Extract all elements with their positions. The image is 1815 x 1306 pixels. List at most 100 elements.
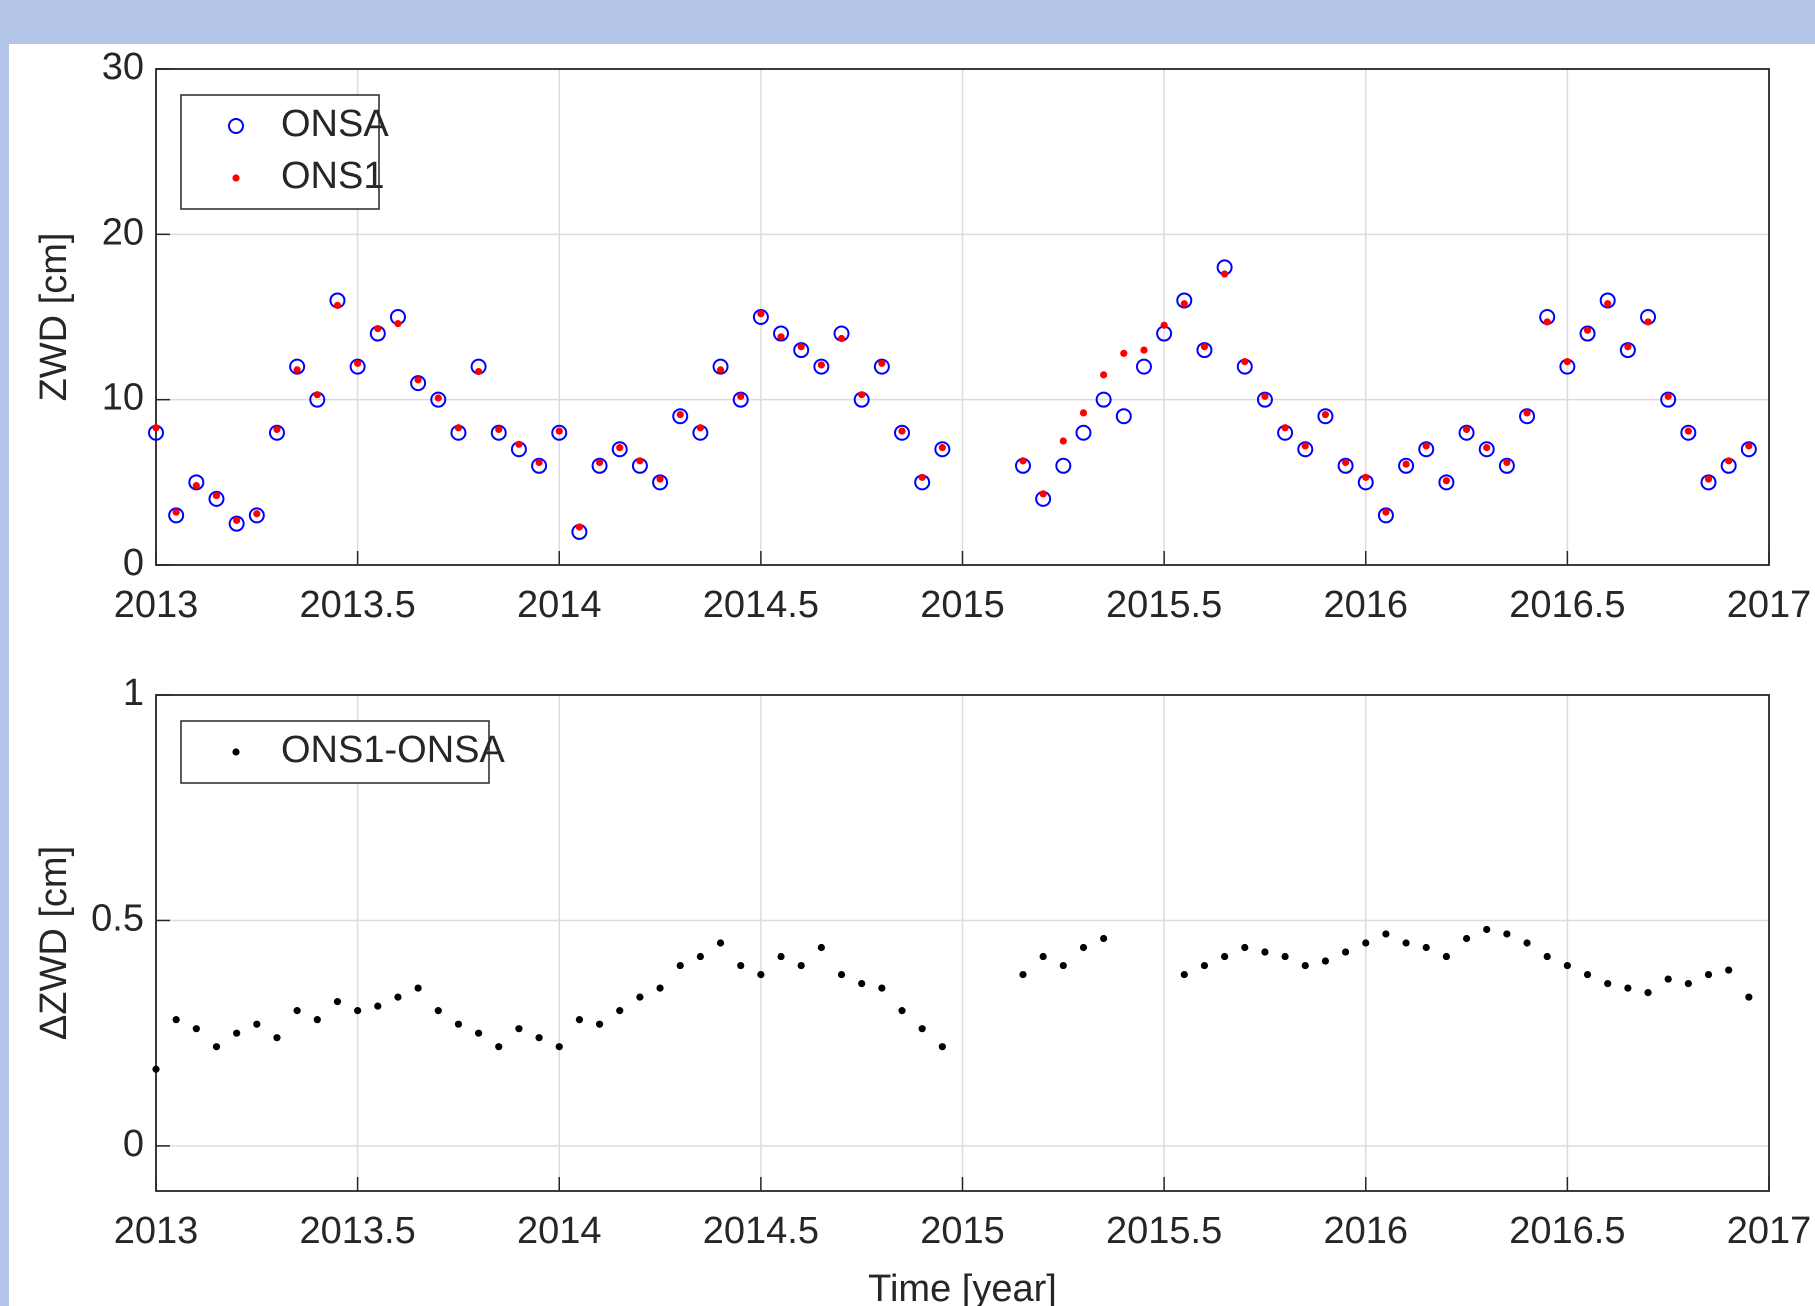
point [611, 441, 628, 458]
point [1725, 966, 1733, 974]
point [188, 474, 205, 491]
point [1297, 441, 1314, 458]
y-tick-label: 1 [123, 672, 144, 714]
point [394, 993, 402, 1001]
axes-frame [155, 68, 1770, 566]
point [1317, 408, 1334, 425]
point [273, 425, 281, 434]
point [1200, 343, 1209, 351]
point [1055, 457, 1072, 474]
point [535, 1034, 543, 1042]
point [817, 943, 825, 952]
x-tick-label: 2015 [920, 584, 1005, 626]
point [1664, 392, 1672, 400]
point [1402, 460, 1410, 468]
x-tick-label: 2014 [517, 1210, 602, 1252]
point [676, 410, 684, 419]
point [208, 490, 225, 507]
point [716, 366, 725, 374]
point [1745, 993, 1753, 1001]
point [1442, 952, 1450, 961]
point [1256, 391, 1273, 408]
point [1604, 300, 1612, 308]
point [878, 984, 886, 992]
point [1418, 441, 1435, 458]
point [414, 376, 422, 384]
point [1019, 457, 1027, 465]
x-tick-label: 2015.5 [1106, 1210, 1222, 1252]
point [268, 424, 285, 441]
point [1704, 475, 1713, 483]
point [495, 425, 503, 434]
point [354, 359, 362, 367]
x-tick-label: 2016 [1323, 584, 1408, 626]
point [374, 324, 382, 333]
point [1079, 943, 1088, 952]
point [938, 444, 946, 452]
point [1180, 970, 1188, 979]
point [732, 391, 749, 408]
y-tick-label: 10 [102, 377, 144, 419]
point [1281, 424, 1289, 432]
point [1281, 952, 1289, 961]
point [1075, 424, 1092, 441]
point [1740, 441, 1757, 458]
point [1059, 437, 1067, 445]
point [817, 361, 825, 369]
point [192, 1025, 200, 1033]
point [253, 510, 261, 518]
point [1301, 442, 1309, 450]
point [1321, 410, 1330, 419]
point [652, 474, 669, 491]
point [1382, 930, 1390, 938]
point [898, 427, 906, 435]
point [934, 441, 951, 458]
point [333, 998, 342, 1006]
point [752, 309, 769, 325]
point [152, 1065, 160, 1073]
x-tick-label: 2015.5 [1106, 584, 1222, 626]
point [233, 1029, 241, 1037]
point [1019, 970, 1027, 979]
point [475, 367, 483, 376]
y-tick-label: 0 [123, 542, 144, 584]
point [1221, 270, 1229, 278]
point [813, 358, 830, 375]
point [172, 508, 180, 516]
point [551, 424, 568, 441]
point [152, 424, 160, 432]
point [1196, 342, 1213, 359]
point [434, 1007, 442, 1015]
point [168, 507, 185, 524]
point [1095, 391, 1112, 408]
point [531, 457, 548, 474]
point [1398, 457, 1415, 474]
point [1438, 474, 1455, 491]
x-tick-label: 2015 [920, 1210, 1005, 1252]
point [1462, 425, 1471, 434]
point [313, 391, 321, 399]
point [837, 970, 846, 979]
point [1362, 473, 1370, 481]
point [858, 391, 866, 399]
point [616, 444, 624, 452]
point [515, 440, 523, 448]
point [1039, 952, 1047, 961]
point [757, 310, 765, 318]
point [773, 325, 790, 342]
point [253, 1020, 261, 1028]
point [894, 424, 911, 441]
point [555, 427, 563, 435]
point [1462, 934, 1471, 943]
point [1337, 457, 1354, 474]
point [1624, 343, 1632, 351]
point [656, 984, 664, 992]
x-tick-label: 2013 [114, 584, 199, 626]
point [1483, 925, 1491, 934]
point [1523, 939, 1531, 947]
point [636, 993, 644, 1001]
point [1458, 424, 1475, 441]
point [1377, 507, 1394, 524]
